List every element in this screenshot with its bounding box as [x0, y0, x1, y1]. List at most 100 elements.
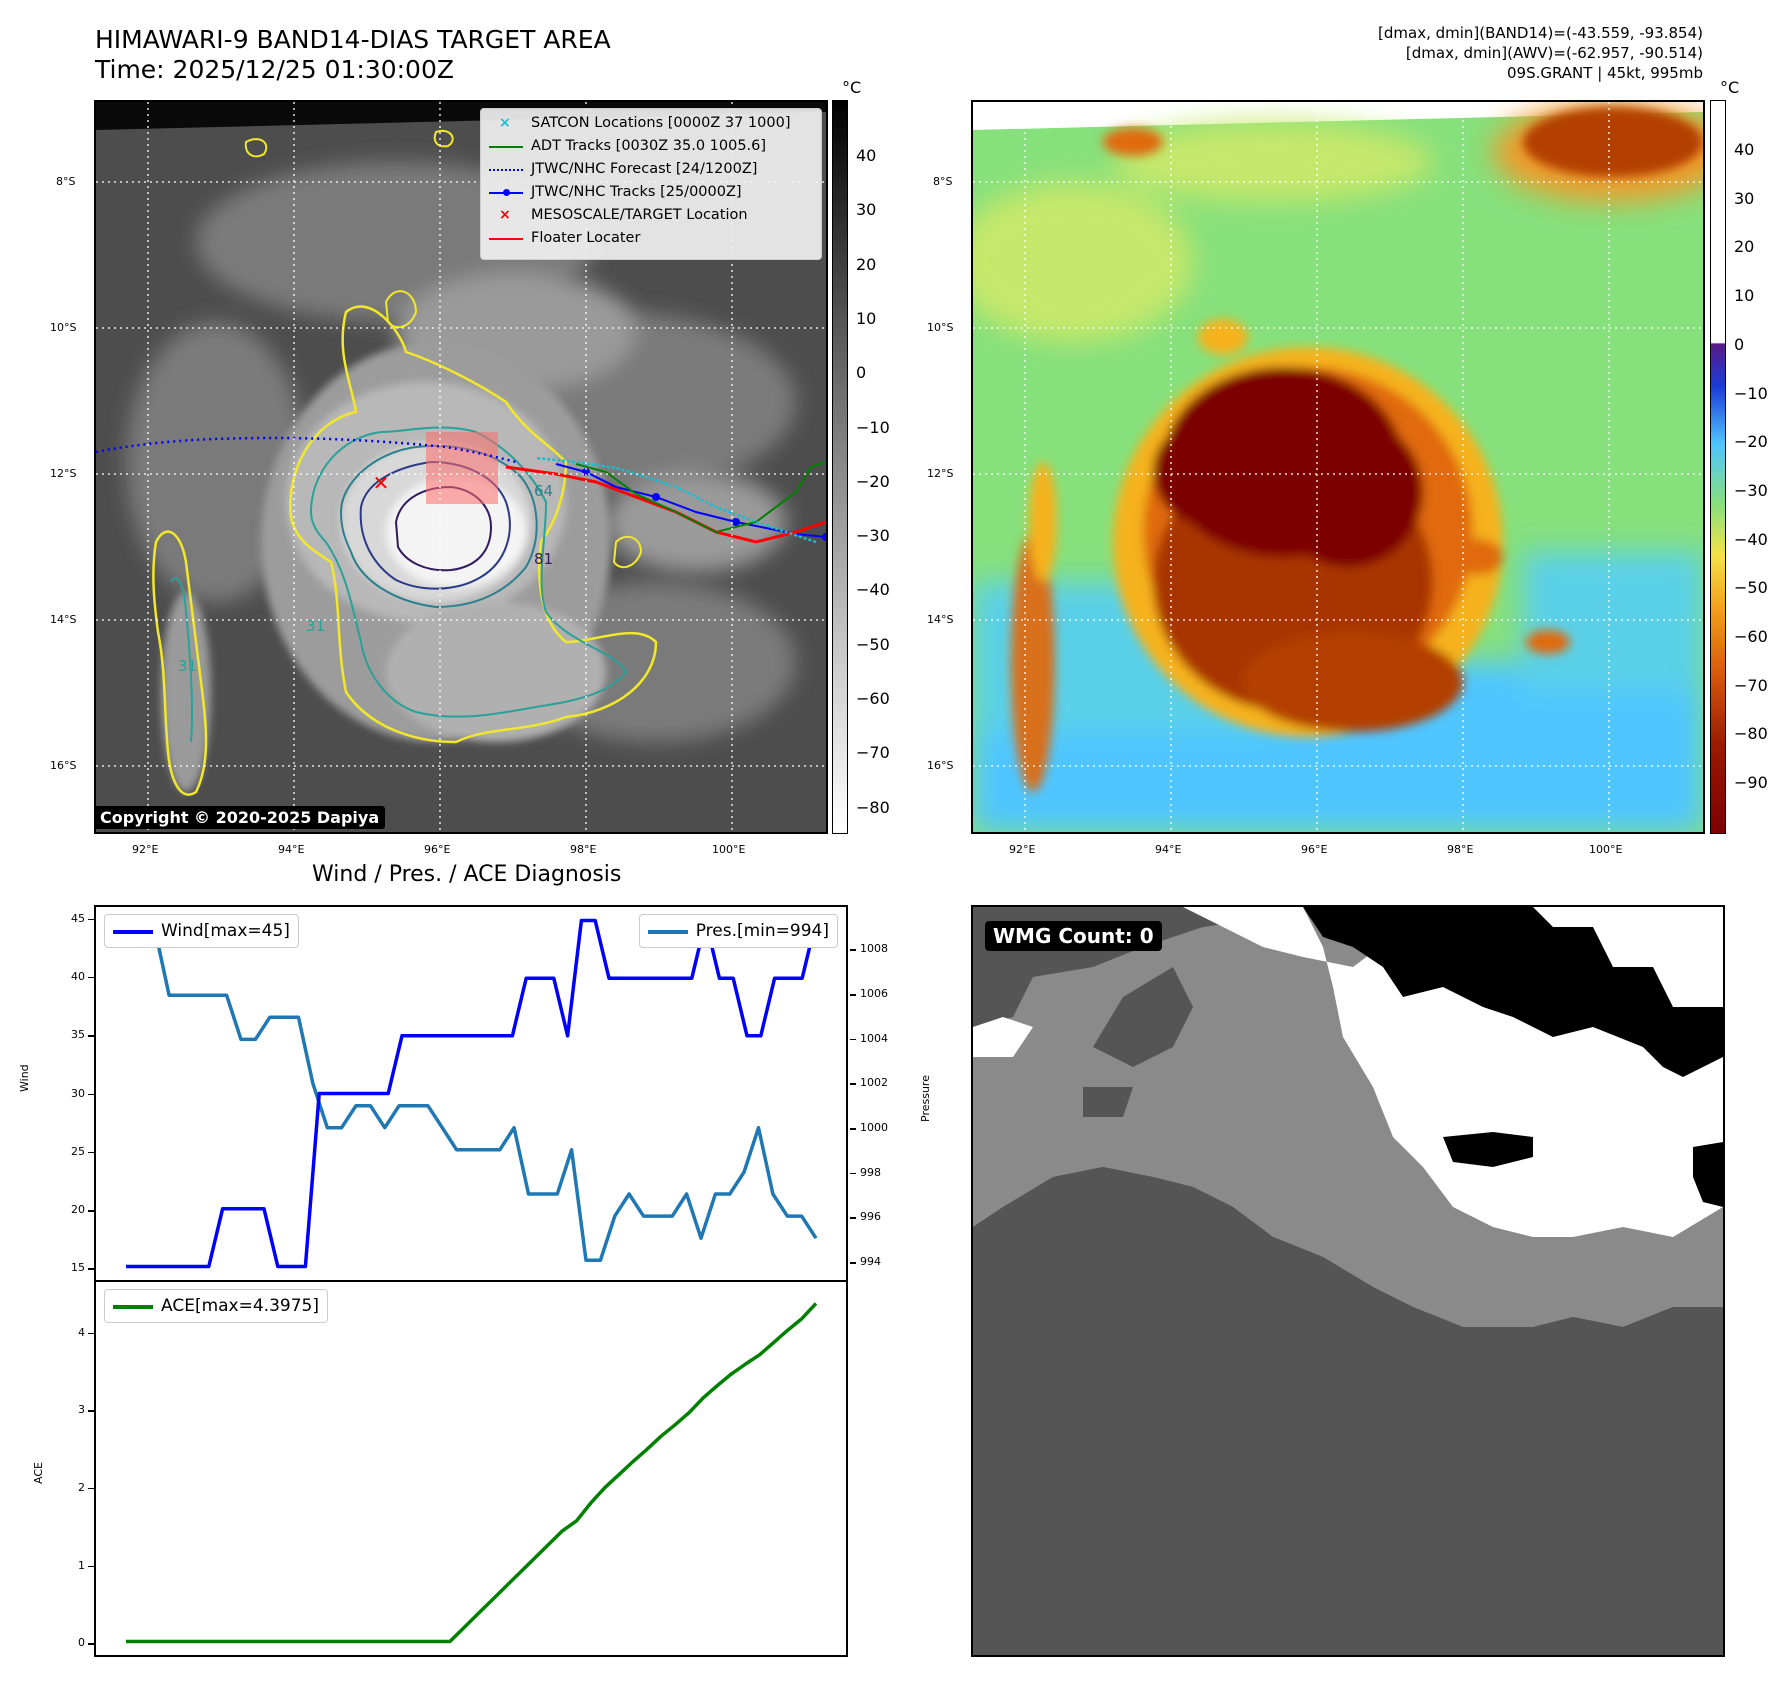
lat-tick-16s-right: 16°S	[927, 759, 954, 772]
pressure-axis-tick-mark	[850, 1128, 856, 1130]
legend-satcon: × SATCON Locations [0000Z 37 1000]	[481, 112, 821, 135]
awv-colorbar-tick-label: −20	[1734, 432, 1768, 452]
lat-tick-12s-right: 12°S	[927, 467, 954, 480]
ace-series-line	[126, 1302, 818, 1644]
awv-colorbar-tick-label: 30	[1734, 188, 1755, 208]
wind-axis-tick-mark	[88, 1093, 94, 1095]
gray-colorbar-tick-label: 0	[856, 363, 867, 383]
lon-tick-98e-right: 98°E	[1447, 843, 1474, 856]
pressure-axis-tick: 1000	[860, 1121, 888, 1135]
wind-axis-tick: 25	[71, 1144, 85, 1158]
legend-jtwc-forecast: JTWC/NHC Forecast [24/1200Z]	[481, 158, 821, 181]
ace-axis-tick: 1	[78, 1558, 85, 1572]
ace-panel: ACE[max=4.3975]	[94, 1280, 848, 1657]
ace-axis-tick: 0	[78, 1636, 85, 1650]
wind-legend-line-icon	[113, 930, 153, 934]
awv-colorbar-tick-label: −90	[1734, 773, 1768, 793]
legend-adt: ADT Tracks [0030Z 35.0 1005.6]	[481, 135, 821, 158]
wind-legend: Wind[max=45]	[104, 914, 299, 948]
gray-colorbar-tick-label: 30	[856, 200, 877, 220]
main-title: HIMAWARI-9 BAND14-DIAS TARGET AREA	[95, 25, 611, 54]
pressure-axis-tick: 1006	[860, 987, 888, 1001]
ace-axis-tick: 2	[78, 1480, 85, 1494]
lon-tick-92e-right: 92°E	[1009, 843, 1036, 856]
wind-axis-tick-mark	[88, 918, 94, 921]
wind-axis-tick-mark	[88, 1151, 94, 1154]
copyright-badge: Copyright © 2020-2025 Dapiya	[96, 806, 386, 829]
gray-colorbar-unit: °C	[842, 78, 862, 97]
gray-colorbar-tick-label: −80	[856, 797, 890, 817]
wind-axis-tick: 40	[71, 969, 85, 983]
gray-colorbar-tick-label: 20	[856, 254, 877, 274]
pressure-axis-tick-mark	[850, 949, 856, 951]
wind-axis-tick: 15	[71, 1261, 85, 1275]
wmg-panel: WMG Count: 0	[971, 905, 1725, 1657]
band14-range: [dmax, dmin](BAND14)=(-43.559, -93.854)	[1378, 24, 1703, 42]
gray-colorbar-tick-label: −20	[856, 471, 890, 491]
wind-axis-title: Wind	[18, 1064, 31, 1092]
lon-tick-92e-left: 92°E	[132, 843, 159, 856]
ace-axis-tick: 4	[78, 1325, 85, 1339]
lat-tick-12s-left: 12°S	[50, 467, 77, 480]
ace-axis-tick-mark	[88, 1410, 94, 1412]
pressure-axis-tick: 1002	[860, 1076, 888, 1090]
lon-tick-94e-right: 94°E	[1155, 843, 1182, 856]
lon-tick-98e-left: 98°E	[570, 843, 597, 856]
pressure-series-line	[126, 927, 818, 1263]
satcon-marker-icon: ×	[499, 115, 511, 131]
pressure-axis-tick-mark	[850, 1038, 856, 1041]
pressure-axis-tick: 996	[860, 1210, 881, 1224]
pressure-legend: Pres.[min=994]	[638, 914, 838, 948]
pressure-axis-tick-mark	[850, 1217, 856, 1219]
lon-tick-94e-left: 94°E	[278, 843, 305, 856]
pressure-axis-tick: 1008	[860, 942, 888, 956]
awv-map-imagery	[973, 102, 1703, 832]
awv-colorbar-tick-label: −80	[1734, 724, 1768, 744]
awv-colorbar-tick-label: 20	[1734, 237, 1755, 257]
ace-axis-tick: 3	[78, 1403, 85, 1417]
wind-axis-tick-mark	[88, 1035, 94, 1037]
legend-floater: Floater Locater	[481, 227, 821, 250]
gray-colorbar-tick-label: 10	[856, 308, 877, 328]
awv-colorbar-tick-label: 0	[1734, 334, 1745, 354]
diagnosis-title: Wind / Pres. / ACE Diagnosis	[312, 862, 622, 887]
pressure-axis-tick-mark	[850, 1262, 856, 1264]
ace-axis-tick-mark	[88, 1565, 94, 1568]
floater-line-icon	[489, 227, 523, 250]
wind-pressure-plot	[126, 918, 818, 1269]
lat-tick-14s-right: 14°S	[927, 613, 954, 626]
awv-colorbar-tick-label: −10	[1734, 383, 1768, 403]
awv-colorbar-tick-label: −70	[1734, 675, 1768, 695]
wind-axis-tick-mark	[88, 976, 94, 979]
lon-tick-100e-right: 100°E	[1589, 843, 1623, 856]
ace-axis-tick-mark	[88, 1643, 94, 1645]
wind-axis-tick: 35	[71, 1028, 85, 1042]
lat-tick-10s-left: 10°S	[50, 321, 77, 334]
gray-colorbar-tick-label: −50	[856, 634, 890, 654]
awv-colorbar-tick-label: −50	[1734, 578, 1768, 598]
lon-tick-96e-right: 96°E	[1301, 843, 1328, 856]
target-x-icon: ×	[499, 207, 511, 223]
gray-colorbar	[832, 100, 848, 834]
awv-colorbar-tick-label: −40	[1734, 529, 1768, 549]
gray-colorbar-tick-label: −70	[856, 743, 890, 763]
lon-tick-96e-left: 96°E	[424, 843, 451, 856]
contour-label-81: 81	[534, 550, 554, 568]
pressure-legend-line-icon	[647, 930, 688, 934]
legend-jtwc-tracks: JTWC/NHC Tracks [25/0000Z]	[481, 181, 821, 204]
awv-map	[971, 100, 1705, 834]
contour-label-31-core: 31	[306, 617, 326, 635]
lon-tick-100e-left: 100°E	[712, 843, 746, 856]
pressure-axis-tick-mark	[850, 994, 856, 996]
awv-colorbar-tick-label: 40	[1734, 140, 1755, 159]
wind-series-line	[126, 918, 818, 1269]
track-line-dot-icon	[489, 181, 523, 204]
pressure-axis-tick: 994	[860, 1255, 881, 1269]
wind-pressure-panel: Wind[max=45] Pres.[min=994]	[94, 905, 848, 1282]
gray-colorbar-tick-label: −40	[856, 580, 890, 600]
awv-colorbar	[1710, 100, 1726, 834]
gray-colorbar-tick-label: −30	[856, 526, 890, 546]
ace-plot	[126, 1302, 818, 1644]
contour-label-64: 64	[534, 482, 554, 500]
map-legend: × SATCON Locations [0000Z 37 1000] ADT T…	[480, 108, 822, 260]
